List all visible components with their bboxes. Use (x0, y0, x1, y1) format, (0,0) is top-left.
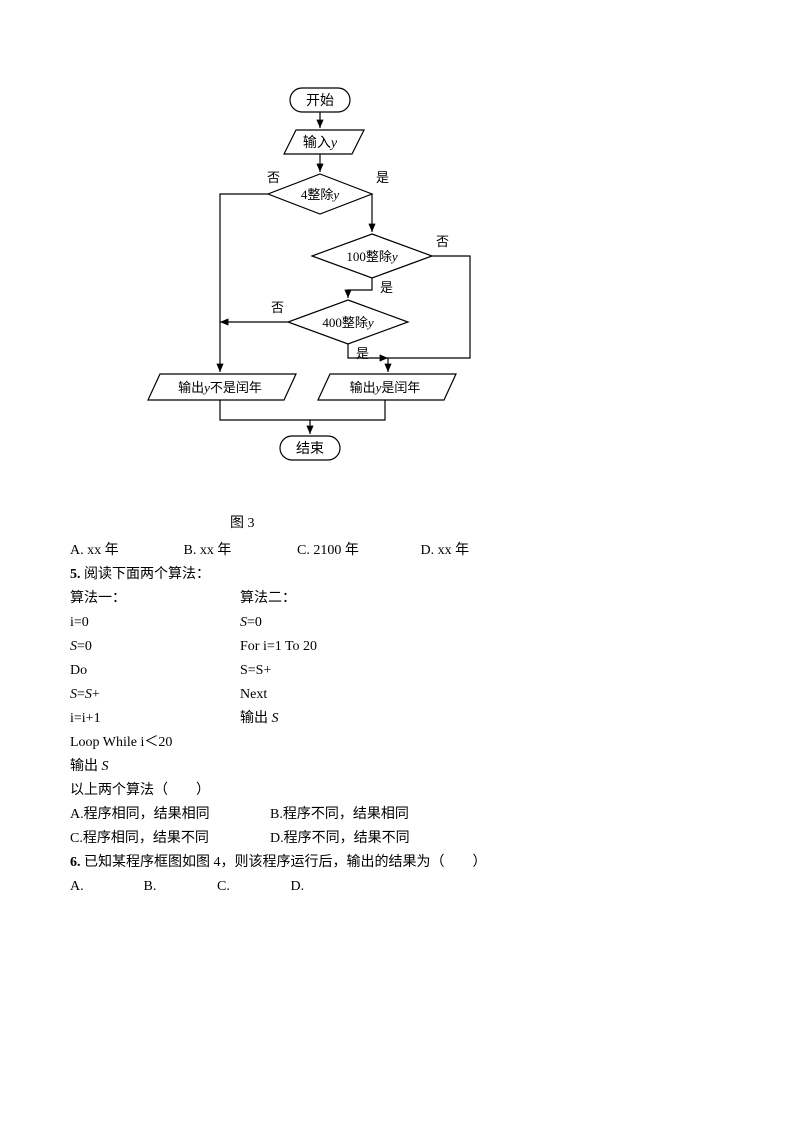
q5-row7: 输出 S (70, 756, 730, 777)
node-end: 结束 (296, 441, 324, 457)
q5-options-ab: A.程序相同，结果相同B.程序不同，结果相同 (70, 804, 730, 825)
d3-yes: 是 (356, 346, 369, 361)
q5-row4: S=S+Next (70, 684, 730, 705)
q5-row3: DoS=S+ (70, 660, 730, 681)
d1-no: 否 (267, 170, 280, 185)
node-d3: 400整除y (322, 315, 374, 330)
d2-yes: 是 (380, 280, 393, 295)
flowchart-figure-3: 开始 输入y 4整除y 否 是 100整除y 否 是 (120, 80, 520, 510)
q5-subheads: 算法一：算法二： (70, 588, 730, 609)
node-start: 开始 (306, 93, 334, 109)
q5-row1: i=0S=0 (70, 612, 730, 633)
q5-row2: S=0For i=1 To 20 (70, 636, 730, 657)
node-out-yes: 输出y是闰年 (350, 380, 421, 395)
d3-no: 否 (271, 300, 284, 315)
q5-row6: Loop While i＜20 (70, 732, 730, 753)
q6-heading: 6. 已知某程序框图如图 4，则该程序运行后，输出的结果为（ ） (70, 852, 730, 873)
q4-options: A. xx 年 B. xx 年 C. 2100 年 D. xx 年 (70, 540, 730, 561)
d2-no: 否 (436, 234, 449, 249)
d1-yes: 是 (376, 170, 389, 185)
node-d1: 4整除y (301, 187, 340, 202)
q5-tail: 以上两个算法（ ） (70, 780, 730, 801)
q6-options: A. B. C. D. (70, 876, 730, 897)
q5-heading: 5. 阅读下面两个算法： (70, 564, 730, 585)
node-out-no: 输出y不是闰年 (178, 380, 262, 395)
q5-row5: i=i+1输出 S (70, 708, 730, 729)
figure-caption: 图 3 (230, 512, 730, 532)
node-input: 输入y (303, 135, 338, 151)
node-d2: 100整除y (346, 249, 398, 264)
q5-options-cd: C.程序相同，结果不同D.程序不同，结果不同 (70, 828, 730, 849)
